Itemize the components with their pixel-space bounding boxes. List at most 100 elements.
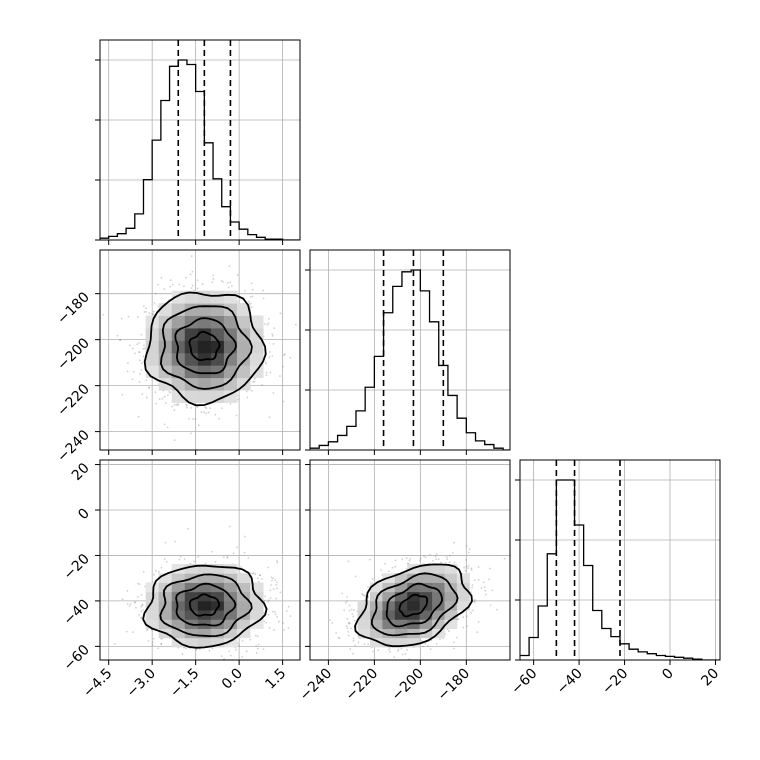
sample-point — [263, 323, 266, 325]
contour-line — [385, 582, 443, 628]
contour-line — [143, 291, 267, 407]
sample-point — [352, 609, 355, 611]
density-cell — [223, 637, 238, 648]
sample-point — [444, 562, 447, 564]
sample-point — [140, 362, 143, 365]
sample-point — [220, 279, 223, 282]
density-cell — [394, 610, 408, 620]
sample-point — [484, 589, 487, 592]
density-cell — [197, 628, 212, 639]
sample-point — [279, 591, 282, 594]
sample-point — [192, 418, 195, 421]
panel-frame — [309, 459, 511, 661]
contour-line — [142, 564, 268, 649]
sample-point — [236, 546, 238, 549]
contour-line — [370, 572, 459, 637]
sample-point — [345, 600, 348, 603]
sample-point — [348, 604, 351, 607]
sample-point — [271, 354, 274, 357]
sample-point — [464, 569, 467, 572]
sample-point — [141, 603, 144, 606]
sample-point — [127, 315, 130, 318]
sample-point — [489, 604, 492, 607]
density-cell — [223, 377, 238, 391]
sample-point — [357, 641, 360, 644]
sample-point — [171, 283, 174, 286]
x-tick-label: −3.0 — [124, 666, 159, 701]
sample-point — [205, 412, 208, 415]
sample-point — [201, 283, 204, 286]
y-tick-label: 0 — [75, 506, 93, 524]
sample-point — [354, 644, 357, 647]
sample-point — [424, 642, 427, 645]
contour-line — [398, 593, 428, 618]
density-cell — [394, 573, 408, 583]
sample-point — [276, 561, 279, 564]
sample-point — [467, 567, 469, 570]
sample-point — [189, 562, 192, 565]
sample-point — [346, 627, 349, 630]
sample-point — [276, 615, 279, 618]
density-cell — [223, 582, 238, 593]
sample-point — [329, 619, 331, 621]
density-cell — [145, 610, 160, 620]
sample-point — [146, 629, 149, 631]
sample-point — [465, 558, 467, 561]
histogram-panel-p1 — [95, 39, 301, 245]
sample-point — [455, 636, 458, 639]
sample-point — [173, 403, 176, 406]
density-cell — [197, 327, 212, 341]
sample-point — [283, 353, 286, 356]
sample-point — [140, 333, 143, 336]
pair-panel-p1-p3: −60 −40 −20 0 20 −4.5 −3.0 −1.5 0.0 1.5 — [61, 459, 301, 701]
sample-point — [376, 667, 378, 669]
sample-point — [268, 356, 271, 359]
sample-point — [265, 621, 268, 624]
sample-point — [270, 576, 273, 579]
sample-point — [387, 648, 390, 651]
sample-point — [140, 616, 142, 619]
sample-point — [145, 396, 148, 399]
sample-point — [391, 566, 394, 569]
sample-point — [262, 648, 265, 651]
sample-point — [251, 295, 254, 298]
sample-point — [470, 611, 472, 614]
sample-point — [503, 557, 506, 560]
sample-point — [126, 362, 129, 365]
density-cell — [197, 582, 212, 593]
density-cell — [184, 582, 199, 593]
sample-point — [241, 640, 244, 642]
sample-point — [400, 647, 403, 650]
density-cell — [236, 619, 251, 629]
sample-point — [387, 570, 390, 573]
sample-point — [448, 561, 451, 564]
sample-point — [126, 603, 129, 605]
x-tick-label: −60 — [508, 666, 540, 698]
contour-line — [159, 305, 253, 390]
sample-point — [247, 300, 250, 303]
sample-point — [380, 569, 383, 571]
sample-point — [175, 403, 178, 406]
density-cell — [171, 610, 186, 620]
sample-point — [229, 281, 232, 284]
sample-point — [139, 372, 141, 375]
sample-point — [435, 642, 438, 645]
sample-point — [275, 581, 278, 584]
sample-point — [480, 587, 483, 589]
sample-point — [409, 557, 412, 560]
sample-point — [484, 593, 487, 596]
sample-point — [177, 402, 179, 405]
sample-point — [145, 310, 147, 313]
sample-point — [367, 643, 370, 646]
sample-point — [472, 609, 474, 612]
sample-point — [193, 560, 195, 563]
density-cell — [407, 564, 421, 574]
sample-point — [243, 535, 246, 538]
density-cell — [419, 628, 433, 639]
sample-point — [446, 558, 449, 561]
sample-point — [401, 653, 404, 656]
density-cell — [382, 610, 396, 620]
panel-frame — [99, 459, 301, 661]
density-cell — [407, 573, 421, 583]
x-tick-label: −180 — [435, 666, 474, 705]
